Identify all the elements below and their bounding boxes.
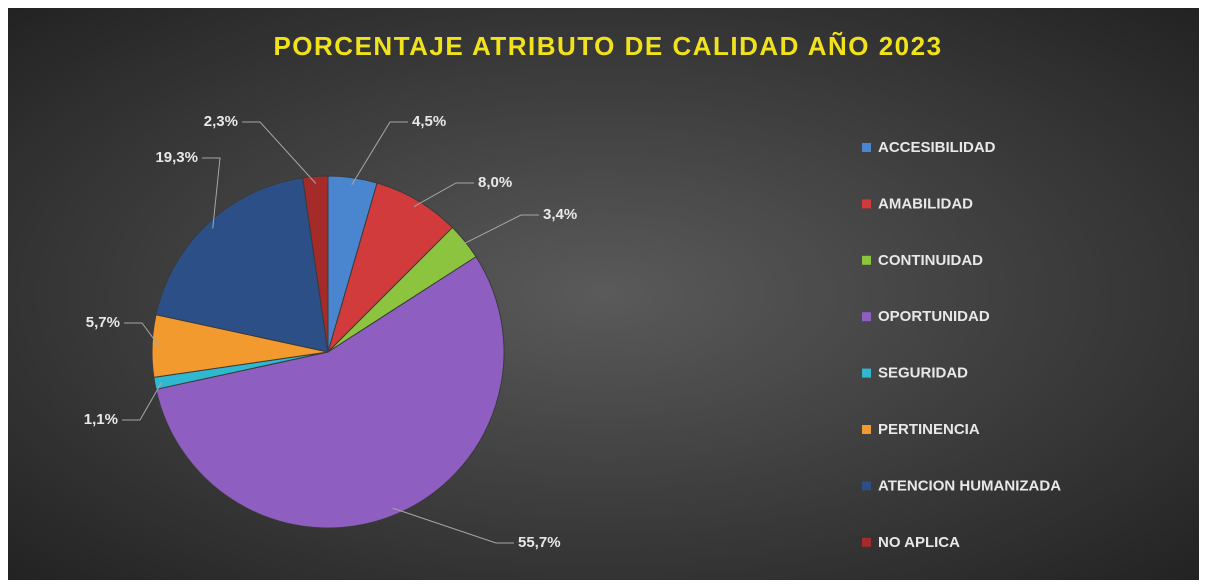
leader-line <box>392 507 514 544</box>
legend-marker <box>862 425 871 434</box>
data-label: 1,1% <box>84 411 118 428</box>
pie-slice <box>327 182 454 353</box>
data-label: 3,4% <box>543 206 577 223</box>
leader-line <box>124 322 160 347</box>
leader-line <box>351 121 408 185</box>
data-label: 4,5% <box>412 113 446 130</box>
data-label: 19,3% <box>155 149 198 166</box>
chart-title: PORCENTAJE ATRIBUTO DE CALIDAD AÑO 2023 <box>273 31 942 61</box>
leader-line <box>459 214 539 247</box>
legend-label: AMABILIDAD <box>878 195 973 212</box>
leader-line <box>413 182 474 208</box>
data-label: 5,7% <box>86 314 120 331</box>
data-label: 8,0% <box>478 174 512 191</box>
legend-marker <box>862 143 871 152</box>
legend-label: OPORTUNIDAD <box>878 308 990 325</box>
legend-marker <box>862 481 871 491</box>
legend-marker <box>862 312 871 322</box>
legend-marker <box>862 199 871 209</box>
pie-slice <box>302 175 329 353</box>
legend-marker <box>862 537 871 547</box>
legend-label: ATENCION HUMANIZADA <box>878 477 1061 494</box>
leader-line <box>122 381 163 421</box>
data-label: 2,3% <box>204 113 238 130</box>
pie-slice <box>155 177 329 353</box>
data-label: 55,7% <box>518 534 561 551</box>
legend-label: PERTINENCIA <box>878 421 980 438</box>
legend-label: NO APLICA <box>878 534 960 551</box>
leader-line <box>202 157 221 229</box>
legend-label: SEGURIDAD <box>878 365 968 382</box>
pie-slice <box>155 256 505 529</box>
legend-label: CONTINUIDAD <box>878 252 983 269</box>
leader-line <box>242 121 317 184</box>
legend-marker <box>862 368 871 378</box>
legend-label: ACCESIBILIDAD <box>878 139 996 156</box>
legend-marker <box>862 255 871 265</box>
